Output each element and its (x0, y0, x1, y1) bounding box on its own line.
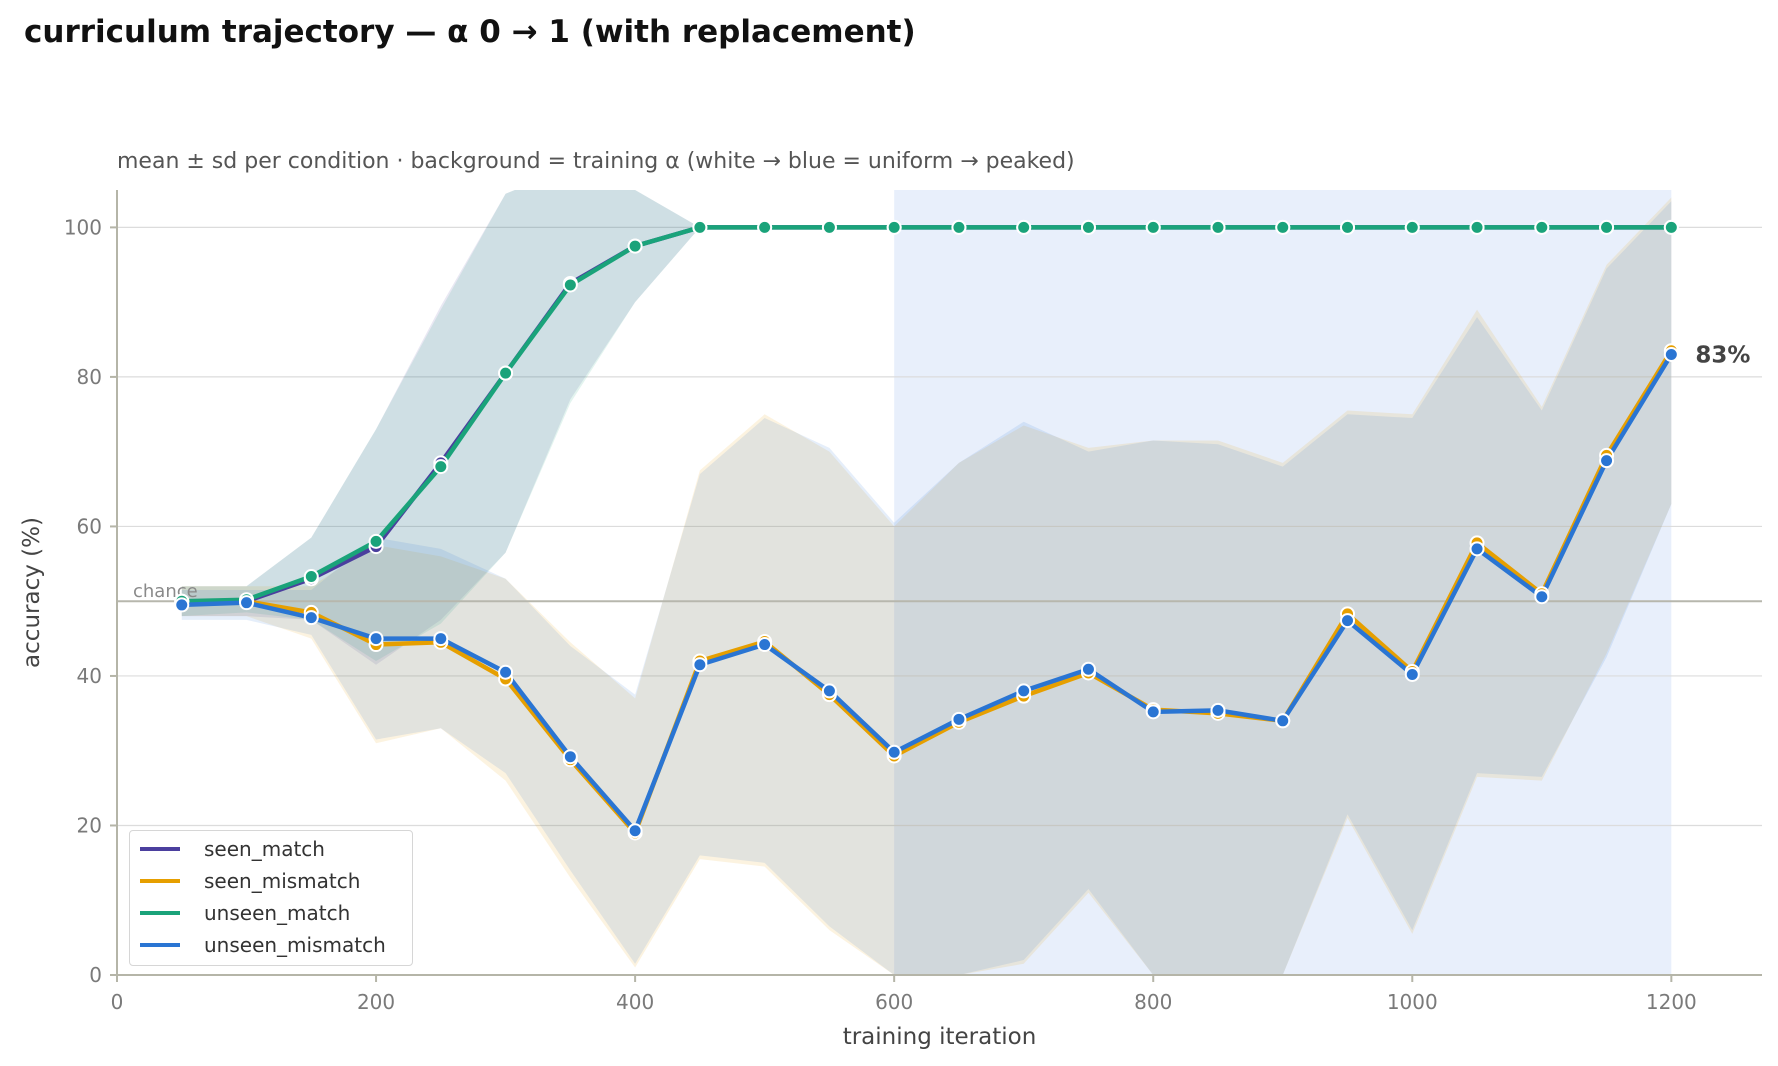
x-tick-label: 400 (616, 990, 654, 1014)
data-point-unseen_mismatch (562, 749, 578, 765)
data-point-unseen_mismatch (1599, 453, 1615, 469)
data-point-unseen_mismatch (1080, 661, 1096, 677)
data-point-unseen_mismatch (368, 631, 384, 647)
data-point-unseen_match (1016, 219, 1032, 235)
data-point-unseen_match (303, 569, 319, 585)
data-point-unseen_match (1210, 219, 1226, 235)
y-axis-label: accuracy (%) (19, 517, 45, 668)
data-point-unseen_mismatch (821, 683, 837, 699)
data-point-unseen_mismatch (1469, 541, 1485, 557)
data-point-unseen_mismatch (1340, 613, 1356, 629)
legend-item-seen_mismatch: seen_mismatch (140, 866, 360, 896)
series-line-unseen_mismatch (181, 353, 1674, 833)
x-tick-label: 200 (357, 990, 395, 1014)
y-tick-label: 0 (89, 963, 102, 987)
data-point-unseen_mismatch (1210, 702, 1226, 718)
data-point-unseen_match (498, 365, 514, 381)
x-tick-label: 0 (111, 990, 124, 1014)
data-point-unseen_mismatch (1404, 666, 1420, 682)
data-point-unseen_match (1469, 219, 1485, 235)
x-tick-label: 600 (875, 990, 913, 1014)
y-tick-label: 100 (64, 215, 102, 239)
legend-label: seen_mismatch (204, 869, 361, 893)
legend-label: seen_match (204, 837, 325, 861)
data-point-unseen_mismatch (757, 637, 773, 653)
chart-subtitle: mean ± sd per condition · background = t… (117, 149, 1075, 174)
alpha-background-band (894, 190, 1672, 975)
data-point-unseen_match (562, 277, 578, 293)
data-point-unseen_mismatch (1145, 704, 1161, 720)
data-point-unseen_mismatch (433, 631, 449, 647)
data-point-unseen_match (1404, 219, 1420, 235)
data-point-unseen_match (886, 219, 902, 235)
data-point-unseen_match (1275, 219, 1291, 235)
legend-label: unseen_mismatch (204, 933, 386, 957)
data-point-unseen_match (1599, 219, 1615, 235)
data-point-unseen_mismatch (498, 664, 514, 680)
data-point-unseen_mismatch (1275, 713, 1291, 729)
data-point-unseen_match (1663, 219, 1679, 235)
sd-band-seen_mismatch (181, 197, 1672, 975)
chart-title: curriculum trajectory — α 0 → 1 (with re… (24, 14, 916, 50)
data-point-unseen_match (951, 219, 967, 235)
data-point-unseen_mismatch (174, 597, 190, 613)
legend-label: unseen_match (204, 901, 351, 925)
x-tick-label: 800 (1134, 990, 1172, 1014)
data-point-unseen_match (692, 219, 708, 235)
legend-item-unseen_match: unseen_match (140, 898, 350, 928)
y-tick-label: 40 (77, 664, 102, 688)
x-axis-label: training iteration (843, 1024, 1037, 1050)
data-point-unseen_mismatch (239, 595, 255, 611)
series-line-unseen_match (181, 225, 1672, 604)
y-tick-label: 60 (77, 514, 102, 538)
legend-swatch (140, 847, 180, 851)
data-point-unseen_match (433, 459, 449, 475)
data-point-unseen_match (627, 238, 643, 254)
y-tick-label: 80 (77, 365, 102, 389)
legend-swatch (140, 879, 180, 883)
sd-band-unseen_mismatch (181, 201, 1672, 975)
legend-swatch (140, 911, 180, 915)
data-point-unseen_mismatch (1534, 589, 1550, 605)
data-point-unseen_match (1534, 219, 1550, 235)
data-point-unseen_mismatch (951, 711, 967, 727)
data-point-unseen_match (757, 219, 773, 235)
data-point-unseen_mismatch (692, 657, 708, 673)
legend-item-seen_match: seen_match (140, 834, 325, 864)
data-point-unseen_mismatch (1663, 346, 1679, 362)
final-value-annotation: 83% (1695, 342, 1750, 368)
y-tick-label: 20 (77, 813, 102, 837)
data-point-unseen_mismatch (303, 610, 319, 626)
data-point-unseen_match (368, 533, 384, 549)
legend-swatch (140, 943, 180, 947)
data-point-unseen_mismatch (1016, 683, 1032, 699)
data-point-unseen_match (821, 219, 837, 235)
data-point-unseen_match (1080, 219, 1096, 235)
x-tick-label: 1000 (1387, 990, 1438, 1014)
data-point-unseen_match (1340, 219, 1356, 235)
data-point-unseen_match (1145, 219, 1161, 235)
x-tick-label: 1200 (1646, 990, 1697, 1014)
legend-item-unseen_mismatch: unseen_mismatch (140, 930, 386, 960)
data-point-unseen_mismatch (886, 744, 902, 760)
data-point-unseen_mismatch (627, 823, 643, 839)
